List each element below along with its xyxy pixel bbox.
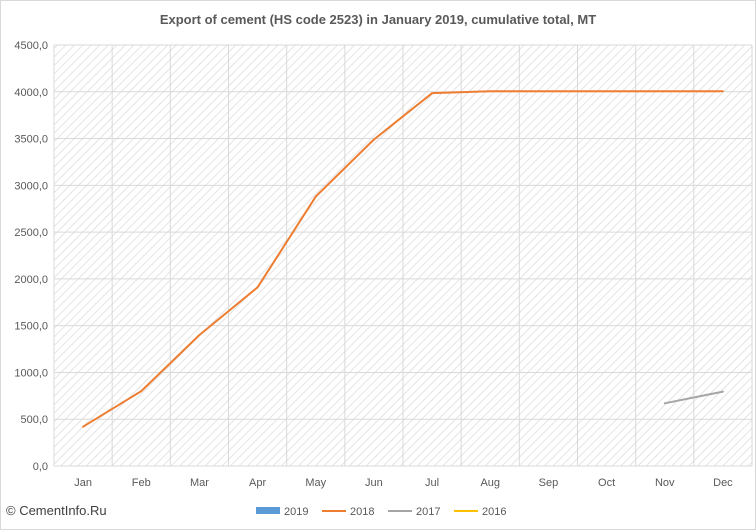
y-tick-label: 1000,0 <box>14 367 48 379</box>
x-tick-label: Mar <box>190 477 209 489</box>
x-tick-label: Aug <box>480 477 500 489</box>
x-tick-label: Feb <box>132 477 151 489</box>
series-2017-line <box>663 390 724 405</box>
y-tick-label: 0,0 <box>33 461 48 473</box>
x-tick-label: Jan <box>74 477 92 489</box>
x-tick-label: Sep <box>539 477 559 489</box>
legend-label-2017: 2017 <box>416 506 440 518</box>
x-tick-label: May <box>305 477 326 489</box>
y-tick-label: 2500,0 <box>14 227 48 239</box>
legend-swatch-2019 <box>256 507 280 514</box>
y-tick-label: 4000,0 <box>14 87 48 99</box>
y-tick-label: 3000,0 <box>14 180 48 192</box>
y-tick-label: 1500,0 <box>14 321 48 333</box>
y-tick-label: 3500,0 <box>14 134 48 146</box>
y-tick-label: 4500,0 <box>14 40 48 52</box>
x-tick-label: Jun <box>365 477 383 489</box>
chart-title: Export of cement (HS code 2523) in Janua… <box>159 12 597 27</box>
legend-label-2018: 2018 <box>350 506 374 518</box>
y-tick-label: 2000,0 <box>14 274 48 286</box>
y-tick-label: 500,0 <box>20 414 48 426</box>
x-tick-label: Nov <box>655 477 675 489</box>
x-tick-label: Dec <box>713 477 733 489</box>
x-tick-label: Apr <box>249 477 266 489</box>
series-2018-line <box>82 90 724 428</box>
legend-label-2016: 2016 <box>482 506 506 518</box>
x-tick-label: Jul <box>425 477 439 489</box>
x-tick-label: Oct <box>598 477 615 489</box>
legend-label-2019: 2019 <box>284 506 308 518</box>
watermark: © CementInfo.Ru <box>6 503 107 518</box>
